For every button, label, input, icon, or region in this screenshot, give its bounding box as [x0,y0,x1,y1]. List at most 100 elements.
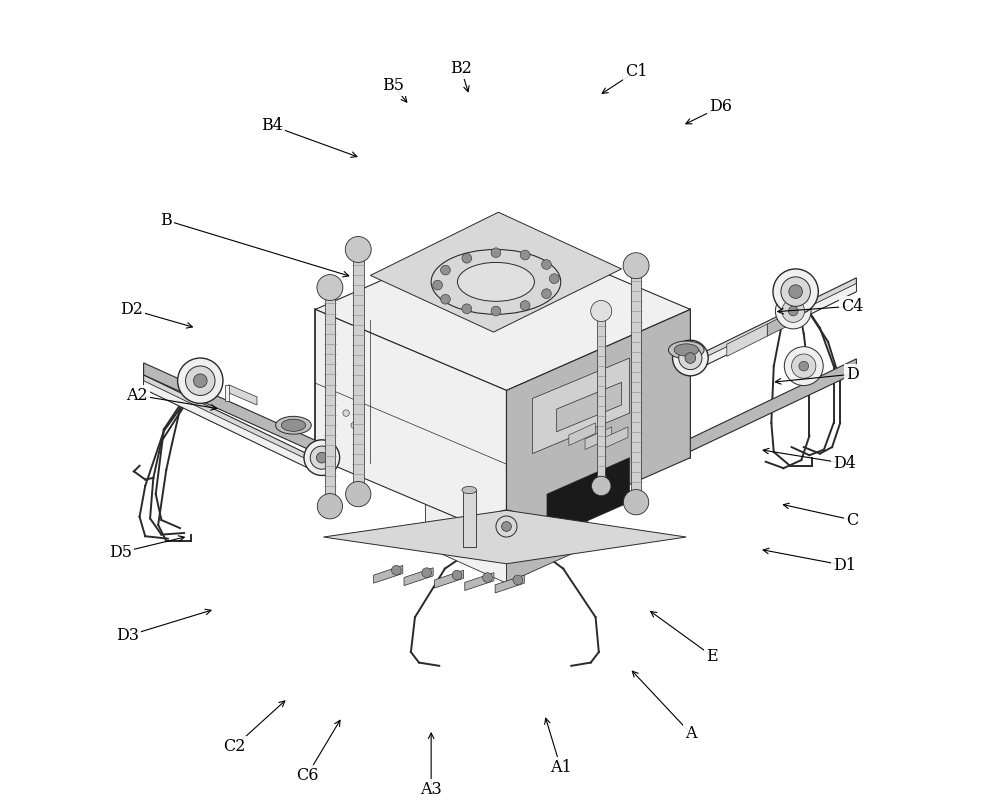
Circle shape [592,476,611,496]
Circle shape [792,354,816,378]
Polygon shape [315,228,690,390]
Polygon shape [547,458,630,539]
Circle shape [496,516,517,537]
Polygon shape [557,382,622,432]
Circle shape [178,358,223,403]
Polygon shape [585,427,612,450]
Circle shape [441,294,450,304]
Text: C2: C2 [223,739,246,755]
Text: B: B [160,212,172,228]
Circle shape [441,265,450,275]
Circle shape [773,269,818,314]
Polygon shape [144,381,315,471]
Text: E: E [706,648,718,664]
Text: C6: C6 [296,767,318,783]
Ellipse shape [457,262,534,301]
Polygon shape [690,278,856,373]
Circle shape [317,493,343,519]
Polygon shape [225,385,229,401]
Circle shape [673,340,708,376]
Polygon shape [532,358,630,454]
Text: D1: D1 [833,557,856,573]
Text: C1: C1 [625,63,647,79]
Text: D4: D4 [833,455,856,471]
Circle shape [782,300,805,322]
Polygon shape [425,462,587,535]
Text: C4: C4 [841,298,864,314]
Circle shape [789,285,802,298]
Circle shape [591,301,612,322]
Polygon shape [353,255,364,494]
Circle shape [483,573,492,582]
Polygon shape [325,293,335,506]
Circle shape [502,522,511,531]
Circle shape [775,293,811,329]
Circle shape [542,289,551,299]
Ellipse shape [668,341,704,359]
Polygon shape [506,309,690,539]
Circle shape [316,452,327,463]
Circle shape [462,304,472,313]
Circle shape [788,306,798,316]
Polygon shape [631,271,641,502]
Polygon shape [601,427,628,450]
Polygon shape [425,498,506,583]
Circle shape [513,575,523,585]
Circle shape [520,250,530,260]
Ellipse shape [674,344,698,356]
Circle shape [304,440,340,475]
Circle shape [781,277,810,306]
Text: A1: A1 [550,760,572,776]
Text: B2: B2 [450,61,472,77]
Text: C: C [846,512,858,528]
Polygon shape [506,498,587,583]
Circle shape [452,570,462,580]
Text: B4: B4 [261,117,283,134]
Ellipse shape [431,249,561,314]
Text: A3: A3 [420,782,442,798]
Polygon shape [727,324,767,356]
Circle shape [186,366,215,395]
Circle shape [345,237,371,262]
Circle shape [391,565,401,575]
Polygon shape [495,575,524,593]
Circle shape [433,280,442,290]
Circle shape [623,489,649,515]
Polygon shape [434,570,464,588]
Text: A2: A2 [126,387,148,403]
Text: D: D [846,366,859,382]
Circle shape [491,248,501,258]
Circle shape [193,374,207,387]
Circle shape [549,274,559,284]
Polygon shape [144,375,315,471]
Polygon shape [465,573,494,590]
Text: B5: B5 [382,77,404,93]
Ellipse shape [462,486,477,493]
Circle shape [679,347,702,369]
Polygon shape [463,490,476,547]
Polygon shape [315,309,506,539]
Circle shape [343,410,349,416]
Polygon shape [569,423,596,446]
Circle shape [491,306,501,316]
Circle shape [799,361,809,371]
Circle shape [310,446,333,469]
Polygon shape [374,565,403,583]
Polygon shape [404,568,433,586]
Polygon shape [144,363,506,539]
Polygon shape [229,385,257,405]
Circle shape [346,481,371,507]
Ellipse shape [281,420,306,431]
Circle shape [685,352,696,364]
Polygon shape [370,212,622,332]
Text: D2: D2 [120,301,143,318]
Polygon shape [323,510,686,564]
Polygon shape [597,316,605,486]
Text: D5: D5 [109,544,132,561]
Circle shape [351,422,357,428]
Circle shape [520,301,530,310]
Text: D3: D3 [116,628,139,644]
Polygon shape [767,312,792,336]
Circle shape [784,347,823,386]
Text: D6: D6 [709,99,732,115]
